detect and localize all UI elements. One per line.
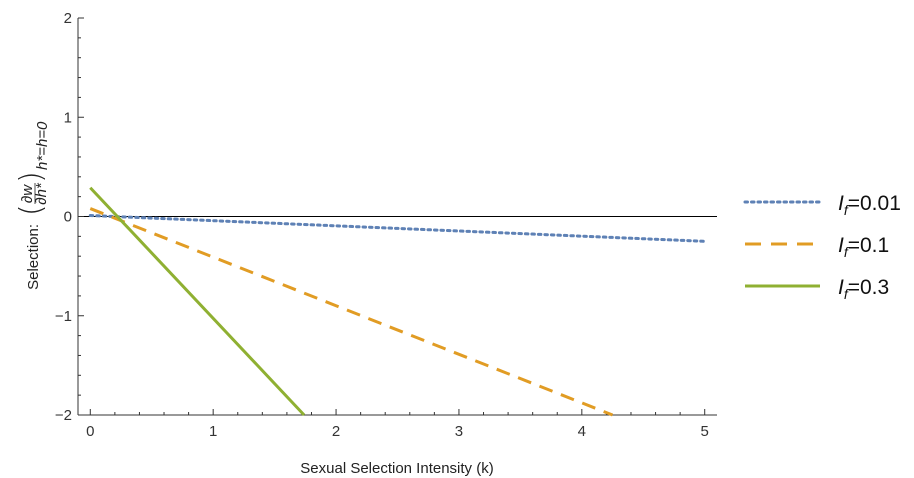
y-axis-title-prefix: Selection: (25, 224, 42, 290)
legend-label-main: I (838, 276, 844, 299)
legend-label-value: =0.3 (848, 276, 889, 299)
y-tick-label: −2 (55, 407, 72, 424)
y-tick-label: −1 (55, 308, 72, 325)
y-tick-label: 0 (64, 209, 72, 226)
legend-label-1: If=0.1 (838, 234, 889, 260)
legend-label-main: I (838, 234, 844, 257)
y-tick-label: 1 (64, 109, 72, 126)
x-axis-title: Sexual Selection Intensity (k) (300, 460, 493, 477)
legend-label-main: I (838, 192, 844, 215)
x-tick-label: 5 (701, 423, 709, 440)
y-axis-fraction-numerator: ∂w (19, 184, 36, 203)
x-tick-label: 3 (455, 423, 463, 440)
x-tick-label: 2 (332, 423, 340, 440)
series-line-0 (88, 214, 707, 243)
y-axis-title-subscript: h*=h=0 (34, 121, 51, 170)
y-axis-left-paren: ( (14, 204, 49, 216)
legend-label-value: =0.1 (848, 234, 889, 257)
y-axis-title: Selection: ( ∂w ∂h* ) h*=h=0 (14, 121, 51, 290)
legend-label-sub: f (844, 286, 850, 302)
legend-label-sub: f (844, 202, 850, 218)
legend-label-2: If=0.3 (838, 276, 889, 302)
series-line-1 (89, 207, 614, 417)
y-axis-fraction-denominator: ∂h* (33, 182, 50, 205)
series-line-2 (89, 186, 306, 417)
x-tick-label: 4 (578, 423, 586, 440)
y-tick-label: 2 (64, 10, 72, 27)
y-axis-right-paren: ) (14, 171, 49, 183)
series-layer (88, 186, 707, 417)
legend-label-0: If=0.01 (838, 192, 901, 218)
x-tick-label: 1 (209, 423, 217, 440)
legend-label-sub: f (844, 244, 850, 260)
x-tick-label: 0 (86, 423, 94, 440)
axes: 0 1 2 3 4 5 −2 −1 0 1 2 (55, 10, 717, 440)
legend-label-value: =0.01 (848, 192, 901, 215)
